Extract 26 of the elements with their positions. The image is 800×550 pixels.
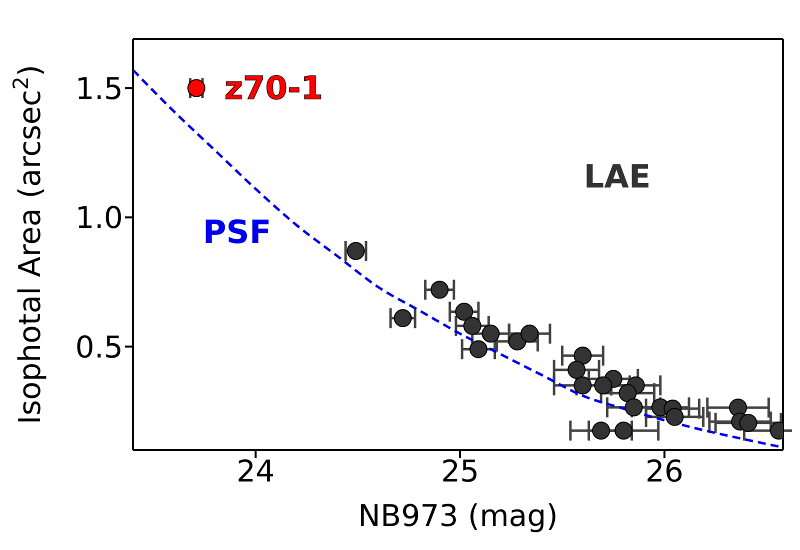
point [482,324,500,343]
x-tick-label: 25 [440,454,480,490]
x-tick-label: 24 [236,454,275,490]
point [520,324,539,343]
point [592,422,610,440]
series-label: z70-1 [224,69,324,108]
x-axis-title: NB973 (mag) [358,499,558,534]
point [666,408,684,426]
point [463,316,482,335]
text: LAE [584,158,651,196]
y-tick-label: 0.5 [75,330,123,366]
point [455,302,474,321]
series-label: PSF [202,213,272,252]
point [594,376,612,394]
point [568,360,586,379]
y-tick-label: 1.5 [75,72,123,107]
point [739,414,758,432]
y-tick-label: 1.0 [75,201,123,236]
point [574,346,592,365]
x-tick-label: 26 [645,454,684,490]
point [618,384,637,402]
point [469,340,488,358]
point [574,376,592,394]
point [430,280,449,299]
point [508,332,526,350]
point [394,309,412,328]
